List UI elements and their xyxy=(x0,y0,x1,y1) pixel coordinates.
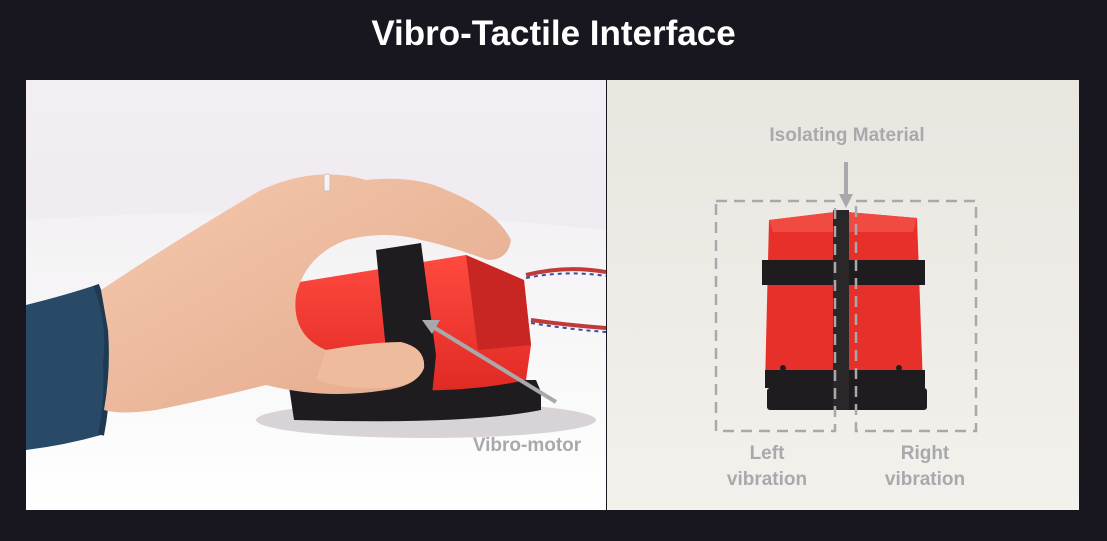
right-vibration-label: Right vibration xyxy=(860,441,990,493)
left-vibration-line2: vibration xyxy=(726,469,808,490)
vibro-motor-label: Vibro-motor xyxy=(472,435,582,456)
left-vibration-label: Left vibration xyxy=(702,441,832,493)
left-vibration-line1: Left xyxy=(749,443,785,464)
hand-device-illustration xyxy=(26,80,606,510)
right-vibration-line2: vibration xyxy=(884,469,966,490)
photo-device-front: Isolating Material Left vibration Right … xyxy=(607,80,1079,510)
isolating-material-label: Isolating Material xyxy=(769,125,925,146)
device-front-illustration xyxy=(607,80,1079,510)
right-vibration-line1: Right xyxy=(900,443,950,464)
photo-hand-on-device: Vibro-motor xyxy=(26,80,606,510)
page-title: Vibro-Tactile Interface xyxy=(371,14,736,53)
